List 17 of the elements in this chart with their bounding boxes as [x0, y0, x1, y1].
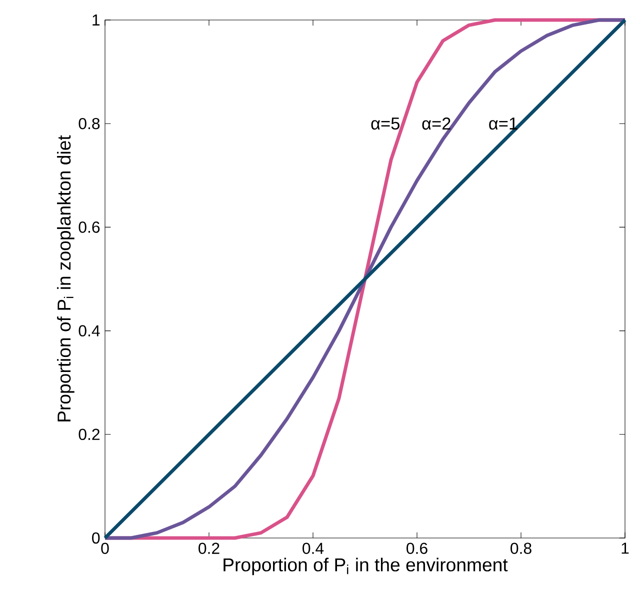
series-label: α=1	[489, 118, 518, 130]
x-tick-label: 0	[101, 542, 109, 554]
y-tick-label: 0.8	[78, 118, 100, 130]
x-tick-label: 0.4	[302, 542, 324, 554]
x-tick-label: 0.2	[198, 542, 220, 554]
y-axis-title: Proportion of P$_{i}$ in zooplankton diet	[57, 135, 74, 422]
x-tick-label: 1	[622, 542, 629, 554]
x-tick-label: 0.8	[510, 542, 532, 554]
x-axis-title: Proportion of P$_{i}$ in the environment	[224, 558, 508, 576]
x-tick-label: 0.6	[406, 542, 428, 554]
y-tick-label: 0.2	[78, 428, 100, 440]
series-label: α=5	[371, 118, 400, 130]
series-label: α=2	[422, 117, 450, 130]
y-tick-label: 0.6	[78, 222, 100, 233]
y-tick-label: 0	[92, 532, 100, 544]
y-tick-label: 0.4	[78, 325, 100, 336]
y-tick-label: 1	[92, 14, 100, 26]
